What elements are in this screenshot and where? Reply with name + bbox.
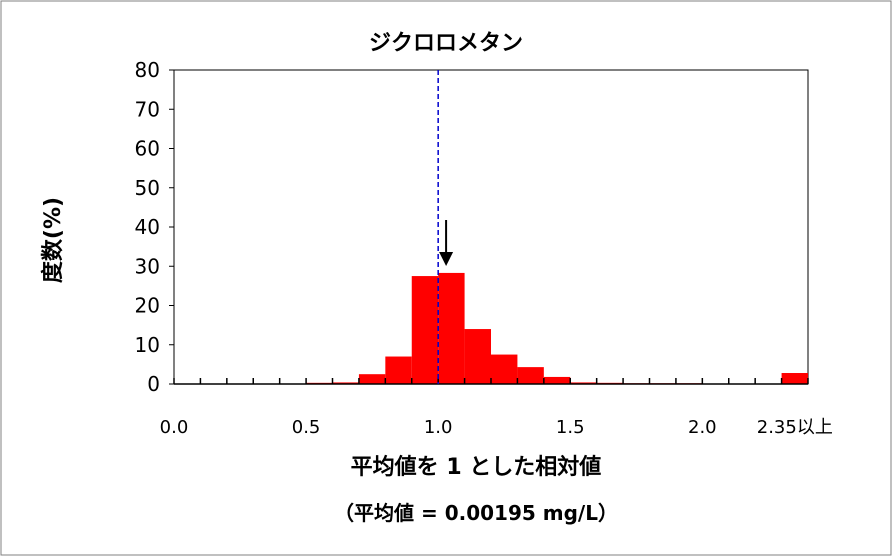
y-tick-label: 70 <box>135 97 160 121</box>
x-tick-label: 0.0 <box>160 417 189 438</box>
y-tick-label: 60 <box>135 137 160 161</box>
histogram-bar <box>491 355 517 384</box>
y-axis-label: 度数(%) <box>40 197 66 283</box>
y-tick-label: 80 <box>135 58 160 82</box>
x-axis-label: 平均値を 1 とした相対値 <box>351 454 602 480</box>
histogram-bar <box>517 367 543 384</box>
x-tick-label: 2.35以上 <box>757 417 833 438</box>
y-tick-label: 0 <box>147 372 160 396</box>
histogram-bar <box>359 374 385 384</box>
x-tick-label: 1.0 <box>424 417 453 438</box>
x-tick-label: 0.5 <box>292 417 321 438</box>
chart-title: ジクロロメタン <box>369 31 523 56</box>
histogram-bar <box>438 273 464 384</box>
histogram-bar <box>782 373 808 384</box>
y-tick-label: 10 <box>135 333 160 357</box>
x-tick-label: 1.5 <box>556 417 585 438</box>
histogram-bar <box>412 276 438 384</box>
x-tick-label: 2.0 <box>688 417 717 438</box>
y-tick-label: 50 <box>135 176 160 200</box>
histogram-bar <box>385 357 411 384</box>
x-axis-sublabel: （平均値 = 0.00195 mg/L） <box>334 501 618 525</box>
y-tick-label: 40 <box>135 215 160 239</box>
histogram-bar <box>465 329 491 384</box>
histogram-bar <box>544 377 570 384</box>
y-tick-label: 30 <box>135 254 160 278</box>
y-tick-label: 20 <box>135 294 160 318</box>
